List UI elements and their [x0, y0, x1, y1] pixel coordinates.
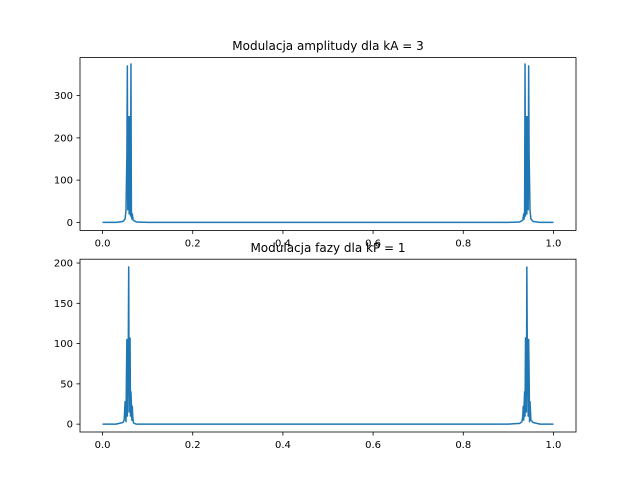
chart-title: Modulacja amplitudy dla kA = 3 [232, 39, 423, 53]
phase-modulation-panel: 0.0 0.2 0.4 0.6 0.8 1.0 0 50 100 150 200 Modulacj… [54, 241, 577, 451]
y-tick-label: 50 [60, 379, 73, 390]
x-tick-label: 0.2 [185, 238, 201, 249]
amplitude-modulation-panel: Modulacja amplitudy dla kA = 3 0.0 0.2 0.4… [54, 39, 577, 249]
x-tick-label: 1.0 [546, 440, 562, 451]
y-axis: 0 50 100 150 200 [54, 259, 80, 431]
x-tick-label: 0.6 [365, 440, 381, 451]
y-tick-label: 0 [67, 420, 73, 431]
x-tick-label: 0.4 [275, 238, 291, 249]
x-tick-label: 0.8 [455, 238, 471, 249]
x-tick-label: 0.4 [275, 440, 291, 451]
x-axis: 0.0 0.2 0.4 0.6 0.8 1.0 [95, 230, 562, 249]
plot-area [102, 63, 554, 224]
axes-frame [79, 57, 577, 231]
x-tick-label: 1.0 [546, 238, 562, 249]
x-tick-label: 0.8 [455, 440, 471, 451]
x-tick-label: 0.0 [95, 440, 111, 451]
chart-title: Modulacja fazy dla kP = 1 [250, 241, 405, 255]
plot-area [102, 266, 554, 425]
y-tick-label: 0 [67, 218, 73, 229]
x-tick-label: 0.6 [365, 238, 381, 249]
y-tick-label: 200 [54, 259, 73, 270]
x-tick-label: 0.0 [95, 238, 111, 249]
series-line [102, 63, 554, 224]
y-axis: 0 100 200 300 [54, 91, 80, 229]
y-tick-label: 300 [54, 91, 73, 102]
axes-frame [79, 258, 577, 433]
y-tick-label: 100 [54, 339, 73, 350]
x-tick-label: 0.2 [185, 440, 201, 451]
y-tick-label: 200 [54, 133, 73, 144]
x-axis: 0.0 0.2 0.4 0.6 0.8 1.0 [95, 432, 562, 451]
y-tick-label: 100 [54, 176, 73, 187]
series-line [102, 266, 554, 425]
y-tick-label: 150 [54, 299, 73, 310]
